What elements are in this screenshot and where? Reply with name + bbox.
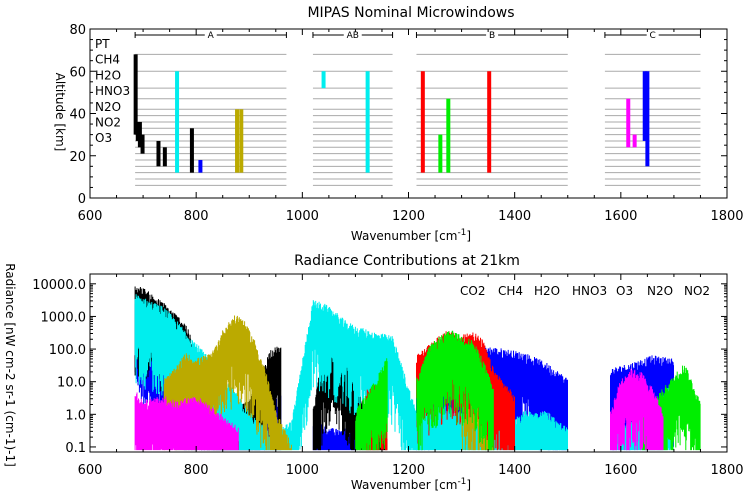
x-tick-label: 1600 (604, 209, 637, 224)
x-tick-label: 1400 (498, 209, 531, 224)
legend-entry: NO2 (95, 116, 121, 130)
x-tick-label: 800 (184, 463, 209, 478)
microwindow-bar (198, 159, 203, 173)
x-tick-label: 1200 (392, 209, 425, 224)
y-tick-label: 1000.0 (41, 310, 87, 325)
legend-entry: HNO3 (95, 84, 130, 98)
y-tick-label: 10000.0 (32, 278, 86, 293)
x-tick-label: 1600 (604, 463, 637, 478)
bottom-legend: CO2 CH4 H2O HNO3 O3 N2O NO2 (460, 284, 710, 298)
legend-entry: O3 (95, 131, 112, 145)
microwindow-bar (642, 71, 647, 141)
y-tick-label: 1.0 (65, 408, 86, 423)
legend-entry: NO2 (684, 284, 710, 298)
bottom-axis-ticks: 600 800 1000 1200 1400 1600 1800 0.1 1.0 10.0 100.… (32, 273, 744, 478)
bottom-x-axis-label: Wavenumber [cm-1] (351, 477, 471, 492)
legend-entry: O3 (616, 284, 633, 298)
legend-entry: CH4 (498, 284, 523, 298)
y-tick-label: 20 (69, 150, 86, 165)
x-tick-label: 1800 (710, 463, 743, 478)
microwindow-bar (156, 140, 161, 167)
microwindow-bar (140, 134, 145, 154)
top-band-brackets: A AB B C (134, 31, 701, 41)
radiance-series (134, 286, 701, 451)
microwindow-bar (420, 71, 425, 173)
y-tick-label: 60 (69, 65, 86, 80)
y-tick-label: 0 (78, 192, 86, 207)
x-tick-label: 800 (184, 209, 209, 224)
x-tick-label: 1000 (286, 209, 319, 224)
band-label: A (208, 31, 215, 41)
legend-entry: H2O (95, 68, 121, 82)
y-tick-label: 40 (69, 108, 86, 123)
microwindow-bar (632, 134, 637, 148)
y-tick-label: 80 (69, 23, 86, 38)
microwindow-bar (487, 71, 492, 173)
microwindow-bar (189, 128, 194, 173)
y-tick-label: 0.1 (65, 441, 86, 456)
legend-entry: H2O (534, 284, 560, 298)
microwindow-bar (365, 71, 370, 173)
x-tick-label: 1200 (392, 463, 425, 478)
x-tick-label: 1800 (710, 209, 743, 224)
top-axis-ticks: 600 800 1000 1200 1400 1600 1800 0 20 40 60 80 (69, 23, 743, 224)
microwindow-bar (175, 71, 180, 173)
microwindow-bar (626, 98, 631, 148)
legend-entry: PT (95, 37, 110, 51)
microwindow-bar (239, 109, 244, 173)
x-tick-label: 1000 (286, 463, 319, 478)
x-tick-label: 600 (78, 463, 103, 478)
band-label: AB (347, 31, 359, 41)
x-tick-label: 600 (78, 209, 103, 224)
bottom-y-axis-label: Radiance [nW cm-2 sr-1 (cm-1)-1] (3, 263, 17, 467)
microwindow-bar (438, 134, 443, 173)
radiance-trace (134, 368, 664, 451)
top-microwindow-bars (133, 54, 650, 173)
radiance-series-no2 (134, 368, 664, 451)
x-tick-label: 1400 (498, 463, 531, 478)
microwindow-bar (645, 71, 650, 167)
top-y-axis-label: Altitude [km] (53, 73, 67, 152)
band-label: C (650, 31, 656, 41)
top-chart-title: MIPAS Nominal Microwindows (307, 5, 514, 21)
microwindow-bar (135, 121, 140, 141)
bottom-chart-title: Radiance Contributions at 21km (294, 253, 520, 269)
legend-entry: HNO3 (572, 284, 607, 298)
legend-entry: N2O (95, 100, 121, 114)
y-tick-label: 100.0 (49, 343, 86, 358)
microwindow-bar (446, 98, 451, 173)
band-label: B (489, 31, 495, 41)
y-tick-label: 10.0 (57, 376, 86, 391)
microwindow-bar (162, 147, 167, 167)
microwindow-bar (321, 71, 326, 89)
microwindow-bar (137, 121, 142, 148)
top-x-axis-label: Wavenumber [cm-1] (351, 228, 471, 243)
radiance-panel: Radiance Contributions at 21km 600 800 100… (3, 253, 744, 492)
legend-entry: CO2 (460, 284, 485, 298)
legend-entry: CH4 (95, 53, 120, 67)
microwindows-panel: MIPAS Nominal Microwindows A AB B C 600 800 1… (53, 5, 744, 243)
legend-entry: N2O (647, 284, 673, 298)
microwindow-bar (133, 54, 138, 135)
microwindow-bar (235, 109, 240, 173)
